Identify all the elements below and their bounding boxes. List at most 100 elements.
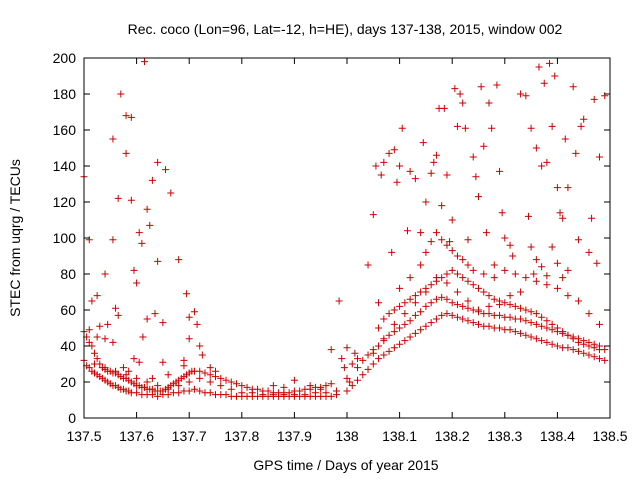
- data-point: [564, 266, 572, 274]
- data-point: [511, 328, 519, 336]
- data-point: [464, 277, 472, 285]
- data-point: [159, 319, 167, 327]
- data-point: [475, 284, 482, 292]
- data-point: [574, 338, 582, 346]
- data-point: [438, 293, 446, 301]
- y-tick-label: 0: [68, 410, 76, 426]
- data-point: [196, 387, 204, 395]
- data-point: [524, 212, 532, 220]
- data-point: [551, 72, 559, 80]
- data-point: [133, 374, 141, 382]
- data-point: [385, 331, 393, 339]
- x-tick-label: 138.1: [382, 428, 417, 444]
- data-point: [532, 144, 540, 152]
- data-point: [185, 378, 193, 386]
- data-point: [143, 205, 151, 213]
- data-point: [91, 349, 99, 357]
- y-tick-label: 160: [53, 122, 77, 138]
- data-point: [572, 149, 580, 157]
- data-point: [448, 216, 456, 224]
- data-point: [183, 290, 191, 298]
- data-point: [485, 302, 493, 310]
- data-point: [238, 382, 246, 390]
- data-point: [393, 178, 401, 186]
- data-point: [422, 302, 430, 310]
- data-point: [206, 389, 214, 397]
- data-point: [601, 356, 609, 364]
- data-point: [396, 340, 404, 348]
- data-point: [196, 374, 204, 382]
- data-point: [506, 241, 514, 249]
- data-point: [206, 364, 214, 372]
- data-point: [380, 158, 388, 166]
- data-point: [222, 391, 230, 399]
- y-tick-label: 200: [53, 50, 77, 66]
- data-point: [196, 342, 204, 350]
- data-point: [101, 270, 109, 278]
- y-tick-label: 20: [60, 374, 76, 390]
- data-point: [469, 319, 477, 327]
- data-point: [443, 295, 451, 303]
- data-point: [101, 364, 109, 372]
- data-point: [464, 261, 472, 269]
- data-point: [559, 328, 567, 336]
- data-point: [125, 367, 133, 375]
- data-point: [348, 360, 356, 368]
- data-point: [517, 288, 525, 296]
- plot-frame: [83, 57, 611, 419]
- data-point: [427, 281, 435, 289]
- data-point: [117, 90, 125, 98]
- data-point: [543, 158, 551, 166]
- data-point: [506, 292, 514, 300]
- data-point: [522, 317, 530, 325]
- y-axis-label: STEC from uqrg / TECUs: [7, 159, 23, 317]
- data-point: [301, 391, 309, 399]
- data-point: [438, 236, 446, 244]
- data-point: [522, 331, 530, 339]
- data-point: [369, 360, 377, 368]
- data-point: [346, 378, 354, 386]
- data-point: [269, 382, 277, 390]
- data-point: [190, 385, 198, 393]
- data-point: [553, 342, 561, 350]
- data-point: [396, 324, 404, 332]
- data-point: [375, 299, 383, 307]
- data-point: [427, 319, 435, 327]
- data-point: [517, 90, 525, 98]
- data-point: [359, 356, 367, 364]
- data-point: [438, 202, 446, 210]
- data-point: [380, 315, 388, 323]
- data-point: [509, 252, 517, 260]
- data-point: [206, 371, 214, 379]
- data-point: [448, 311, 456, 319]
- data-point: [430, 158, 438, 166]
- data-point: [546, 59, 554, 67]
- data-point: [417, 308, 425, 316]
- data-point: [396, 162, 404, 170]
- data-point: [451, 85, 459, 93]
- data-point: [396, 284, 404, 292]
- chart-title: Rec. coco (Lon=96, Lat=-12, h=HE), days …: [128, 21, 563, 37]
- data-point: [448, 247, 456, 255]
- data-point: [385, 149, 393, 157]
- data-point: [422, 198, 430, 206]
- data-point: [488, 124, 496, 132]
- data-point: [543, 317, 551, 325]
- data-point: [359, 371, 367, 379]
- data-point: [480, 270, 488, 278]
- data-point: [585, 351, 593, 359]
- data-point: [185, 335, 193, 343]
- data-point: [135, 229, 143, 237]
- data-point: [143, 378, 151, 386]
- data-point: [354, 364, 362, 372]
- data-point: [517, 315, 525, 323]
- data-point: [427, 299, 435, 307]
- data-point: [496, 301, 504, 309]
- data-point: [485, 292, 493, 300]
- data-point: [175, 256, 183, 264]
- data-point: [496, 167, 504, 175]
- data-point: [127, 113, 135, 121]
- data-point: [85, 326, 93, 334]
- data-point: [238, 389, 246, 397]
- data-point: [559, 274, 567, 282]
